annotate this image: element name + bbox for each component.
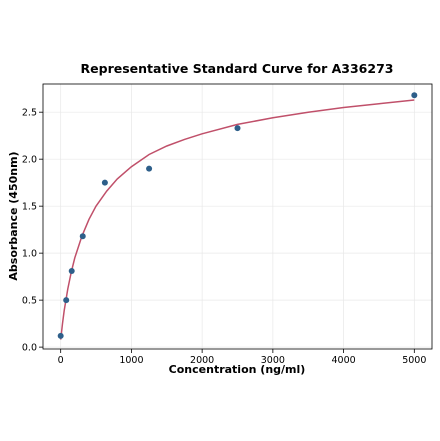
y-tick-label: 1.0 <box>22 249 37 260</box>
data-point <box>68 268 75 275</box>
x-tick-label: 2000 <box>190 355 214 366</box>
plot-area-frame <box>42 83 433 350</box>
x-tick-label: 3000 <box>261 355 285 366</box>
grid-lines <box>43 84 432 349</box>
axis-ticks: 0 1000 2000 3000 4000 5000 0.0 0.5 1.0 1.5 2.0 2.5 <box>22 108 427 366</box>
x-axis-label: Concentration (ng/ml) <box>169 363 306 376</box>
y-tick-label: 1.5 <box>22 202 37 213</box>
y-tick-label: 0.0 <box>22 343 37 354</box>
data-point <box>234 125 241 132</box>
y-tick-label: 0.5 <box>22 296 37 307</box>
x-tick-label: 5000 <box>402 355 426 366</box>
x-tick-label: 1000 <box>119 355 143 366</box>
data-point <box>63 297 70 304</box>
data-point <box>57 332 64 339</box>
chart-title: Representative Standard Curve for A33627… <box>81 61 394 76</box>
x-tick-label: 4000 <box>331 355 355 366</box>
y-tick-label: 2.0 <box>22 155 37 166</box>
x-tick-label: 0 <box>58 355 64 366</box>
fit-curve-line <box>59 99 415 340</box>
data-points <box>57 92 418 339</box>
y-axis-label: Absorbance (450nm) <box>7 151 20 280</box>
data-point <box>101 179 108 186</box>
data-point <box>411 92 418 99</box>
data-point <box>79 233 86 240</box>
y-tick-label: 2.5 <box>22 108 37 119</box>
data-point <box>146 165 153 172</box>
